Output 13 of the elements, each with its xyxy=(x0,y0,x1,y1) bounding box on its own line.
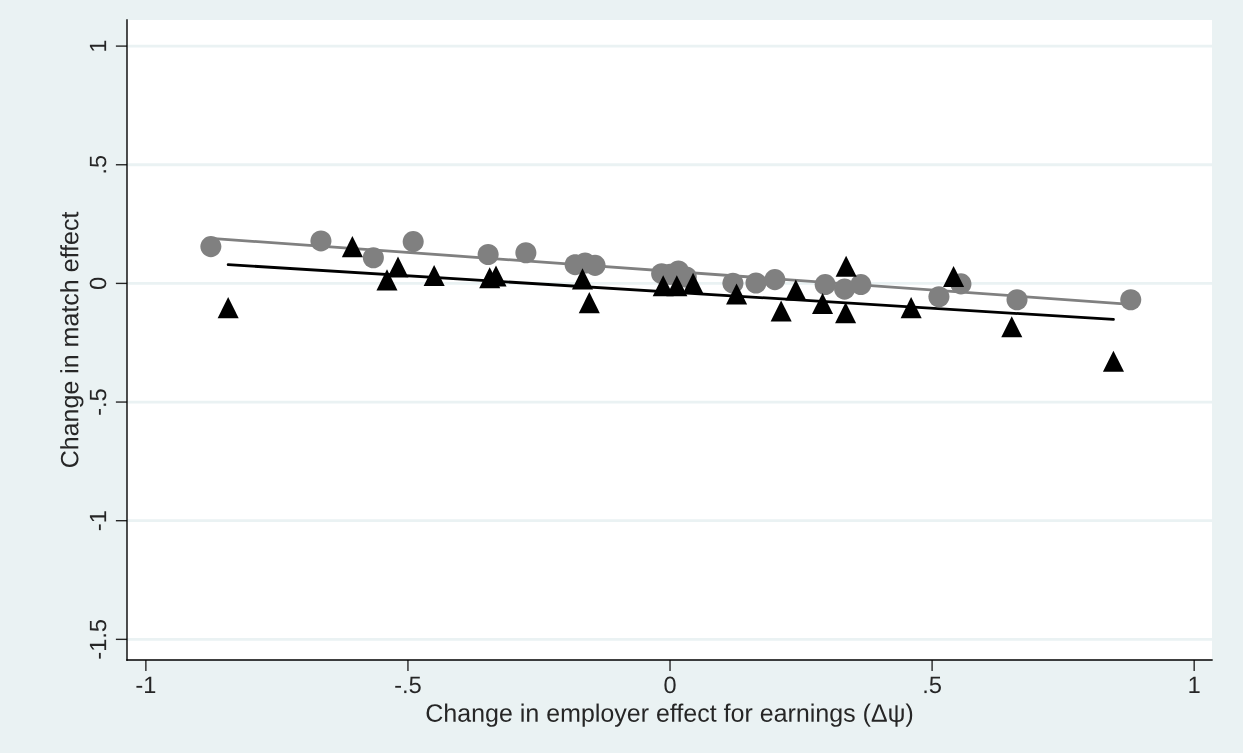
y-tick-label: -1.5 xyxy=(89,620,107,659)
x-tick-label: .5 xyxy=(924,676,941,694)
x-axis-title: Change in employer effect for earnings (Δψ) xyxy=(426,703,913,727)
y-axis-title: Change in match effect xyxy=(60,211,84,468)
x-tick-label: 0 xyxy=(664,676,676,694)
y-tick-label: -1 xyxy=(89,511,107,531)
y-tick-label: 1 xyxy=(89,40,107,51)
x-tick-label: -.5 xyxy=(395,676,421,694)
y-tick-label: .5 xyxy=(89,155,107,173)
y-tick-label: -.5 xyxy=(89,389,107,415)
x-tick-label: -1 xyxy=(136,676,156,694)
y-tick-label: 0 xyxy=(89,277,107,290)
x-tick-label: 1 xyxy=(1189,676,1200,694)
